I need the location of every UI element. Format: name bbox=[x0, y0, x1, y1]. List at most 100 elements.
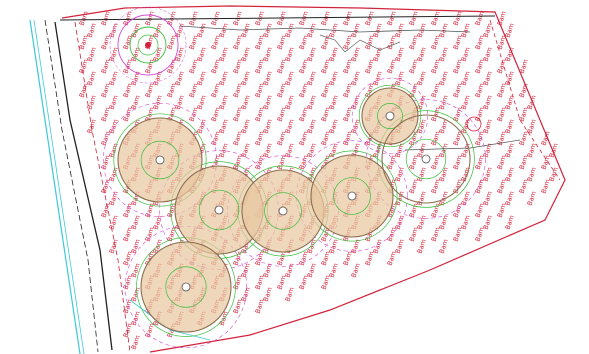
site-label: Bam bbox=[320, 106, 332, 123]
site-label: Bam bbox=[276, 154, 288, 171]
site-label: Bam bbox=[452, 58, 464, 75]
site-label: Bam bbox=[254, 298, 266, 315]
site-label: Bam bbox=[540, 154, 552, 171]
site-label: Bam bbox=[386, 250, 398, 267]
tree-canopy bbox=[361, 87, 419, 145]
site-label: Bam bbox=[210, 34, 222, 51]
site-label: Bam bbox=[496, 130, 508, 147]
site-label: Bam bbox=[342, 250, 354, 267]
site-label: Bam bbox=[504, 214, 516, 231]
site-label: Bam bbox=[408, 154, 420, 171]
site-label: Bam bbox=[166, 10, 178, 27]
site-label: Bam bbox=[496, 34, 508, 51]
trunk-ring bbox=[405, 138, 447, 180]
site-label: Bam bbox=[144, 58, 156, 75]
site-label: Bam bbox=[254, 154, 266, 171]
site-label: Bam bbox=[232, 34, 244, 51]
site-label: Bam bbox=[122, 274, 134, 291]
tree-canopy bbox=[241, 169, 325, 253]
site-label: Bam bbox=[430, 58, 442, 75]
site-label: Bam bbox=[430, 106, 442, 123]
tree-canopy bbox=[140, 241, 232, 333]
site-label: Bam bbox=[166, 226, 178, 243]
site-label: Bam bbox=[452, 226, 464, 243]
site-label: Bam bbox=[78, 58, 90, 75]
site-label: Bam bbox=[452, 82, 464, 99]
site-label: Bam bbox=[408, 10, 420, 27]
canopy-ring bbox=[358, 84, 422, 148]
site-label: Bam bbox=[320, 274, 332, 291]
site-label: Bam bbox=[108, 214, 120, 231]
site-label: Bam bbox=[408, 34, 420, 51]
site-label: Bam bbox=[474, 82, 486, 99]
site-label: Bam bbox=[100, 130, 112, 147]
site-label: Bam bbox=[276, 82, 288, 99]
site-label: Bam bbox=[100, 58, 112, 75]
small-marker bbox=[466, 116, 482, 132]
site-label: Bam bbox=[518, 106, 530, 123]
site-label: Bam bbox=[526, 190, 538, 207]
site-label: Bam bbox=[298, 106, 310, 123]
site-label: Bam bbox=[122, 10, 134, 27]
site-label: Bam bbox=[144, 10, 156, 27]
site-label: Bam bbox=[298, 274, 310, 291]
site-label: Bam bbox=[474, 226, 486, 243]
site-label: Bam bbox=[122, 82, 134, 99]
trunk-ring bbox=[140, 140, 180, 180]
site-label: Bam bbox=[430, 154, 442, 171]
site-label: Bam bbox=[430, 202, 442, 219]
site-label: Bam bbox=[452, 130, 464, 147]
site-label: Bam bbox=[298, 34, 310, 51]
canopy-ring bbox=[377, 110, 475, 208]
site-label: Bam bbox=[254, 58, 266, 75]
trunk-ring bbox=[165, 266, 207, 308]
site-label: Bam bbox=[78, 82, 90, 99]
site-label: Bam bbox=[188, 58, 200, 75]
site-label: Bam bbox=[232, 82, 244, 99]
site-label: Bam bbox=[276, 250, 288, 267]
site-label: Bam bbox=[78, 10, 90, 27]
site-label: Bam bbox=[496, 82, 508, 99]
site-label: Bam bbox=[452, 178, 464, 195]
site-label: Bam bbox=[122, 226, 134, 243]
site-label: Bam bbox=[342, 58, 354, 75]
site-label: Bam bbox=[320, 130, 332, 147]
site-label: Bam bbox=[540, 178, 552, 195]
site-label: Bam bbox=[100, 10, 112, 27]
site-label: Bam bbox=[430, 178, 442, 195]
site-label: Bam bbox=[452, 34, 464, 51]
trunk-dot bbox=[155, 155, 165, 165]
trunk-dot bbox=[181, 282, 191, 292]
site-label: Bam bbox=[130, 334, 142, 351]
site-label: Bam bbox=[122, 202, 134, 219]
trunk-ring bbox=[333, 177, 371, 215]
site-label: Bam bbox=[452, 202, 464, 219]
site-label: Bam bbox=[386, 34, 398, 51]
tree-canopy bbox=[117, 117, 203, 203]
site-label: Bam bbox=[188, 34, 200, 51]
site-label: Bam bbox=[122, 250, 134, 267]
tree-canopies bbox=[117, 87, 471, 333]
trunk-dot bbox=[347, 191, 357, 201]
site-label: Bam bbox=[452, 154, 464, 171]
site-label: Bam bbox=[474, 202, 486, 219]
site-label: Bam bbox=[430, 34, 442, 51]
site-label: Bam bbox=[276, 34, 288, 51]
site-label: Bam bbox=[320, 250, 332, 267]
site-label: Bam bbox=[210, 130, 222, 147]
tree-canopy bbox=[381, 114, 471, 204]
site-label: Bam bbox=[430, 226, 442, 243]
site-label: Bam bbox=[166, 82, 178, 99]
site-label: Bam bbox=[496, 178, 508, 195]
site-label: Bam bbox=[122, 322, 134, 339]
site-label: Bam bbox=[100, 154, 112, 171]
canopy-ring bbox=[124, 225, 248, 349]
site-label: Bam bbox=[232, 106, 244, 123]
trunk-dot bbox=[421, 154, 431, 164]
site-label: Bam bbox=[342, 130, 354, 147]
site-label: Bam bbox=[232, 274, 244, 291]
site-label: Bam bbox=[254, 34, 266, 51]
trunk-ring bbox=[198, 189, 240, 231]
site-label: Bam bbox=[298, 10, 310, 27]
